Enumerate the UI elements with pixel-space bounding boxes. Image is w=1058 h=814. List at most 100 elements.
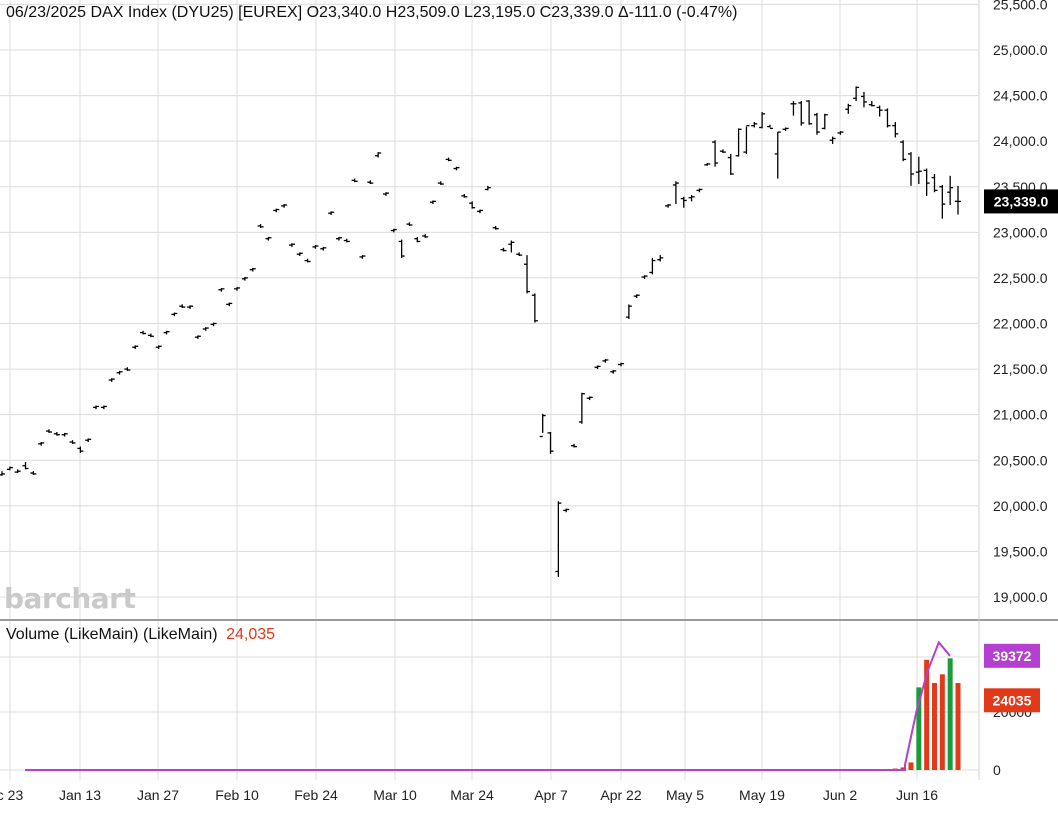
x-tick-label: c 23: [0, 787, 23, 803]
ohlc-bar: [30, 471, 37, 475]
ohlc-bar: [955, 185, 961, 215]
ohlc-bar: [829, 136, 836, 144]
ohlc-bar: [296, 252, 303, 257]
ohlc-bar: [727, 153, 734, 175]
volume-bar: [947, 658, 953, 770]
ohlc-bar: [85, 438, 92, 443]
ohlc-bar: [633, 294, 640, 298]
y-tick-label: 22,000.0: [993, 316, 1048, 332]
volume-value-label: 39372: [993, 648, 1032, 664]
ohlc-bar: [249, 267, 256, 272]
volume-value-badge: [984, 643, 1040, 668]
ohlc-bar: [210, 322, 217, 327]
ohlc-bar: [422, 234, 429, 238]
y-tick-label: 24,500.0: [993, 88, 1048, 104]
chart-header: 06/23/2025 DAX Index (DYU25) [EUREX] O23…: [6, 4, 738, 21]
ohlc-bar: [508, 240, 515, 253]
ohlc-bar: [790, 101, 797, 116]
ohlc-bar: [93, 405, 100, 410]
ohlc-bar: [6, 466, 13, 471]
ohlc-bar: [923, 168, 930, 196]
volume-value: 24,035: [226, 626, 276, 643]
ohlc-bar: [469, 201, 476, 209]
ohlc-bar: [179, 304, 186, 309]
ohlc-bar: [868, 101, 875, 107]
ohlc-bar: [915, 156, 922, 185]
ohlc-bar: [273, 208, 280, 213]
volume-bar: [916, 687, 922, 770]
x-tick-label: Jun 16: [896, 787, 938, 803]
ohlc-bar: [100, 405, 107, 410]
ohlc-bar: [234, 287, 241, 291]
volume-bar: [900, 767, 906, 770]
ohlc-bar: [837, 131, 844, 135]
ohlc-bar: [672, 181, 679, 205]
ohlc-bar: [477, 209, 483, 214]
ohlc-bar: [774, 131, 781, 179]
ohlc-bar: [704, 163, 711, 166]
ohlc-bar: [939, 184, 946, 219]
x-tick-label: Jan 27: [137, 787, 179, 803]
ohlc-bar: [124, 367, 131, 371]
last-price-label: 23,339.0: [994, 193, 1049, 209]
ohlc-bar: [649, 257, 656, 275]
ohlc-bar: [618, 362, 625, 367]
ohlc-bar: [429, 200, 436, 205]
ohlc-bar: [900, 140, 907, 162]
x-tick-label: Jan 13: [59, 787, 101, 803]
y-tick-label: 20,000.0: [993, 498, 1048, 514]
x-tick-label: Feb 24: [294, 787, 338, 803]
ohlc-bar: [241, 277, 248, 281]
ohlc-bar: [202, 327, 209, 331]
ohlc-bar: [414, 236, 421, 243]
ohlc-bar: [265, 236, 272, 241]
last-price-badge: [984, 189, 1058, 214]
x-tick-label: Apr 7: [534, 787, 568, 803]
ohlc-bar: [461, 194, 468, 198]
ohlc-bar: [853, 86, 860, 102]
ohlc-bar: [38, 442, 45, 446]
ohlc-bar: [876, 105, 883, 117]
volume-title: Volume (LikeMain) (LikeMain): [6, 626, 218, 643]
ohlc-bar: [892, 122, 899, 138]
ohlc-bar: [947, 175, 954, 205]
ohlc-bar: [625, 304, 632, 319]
ohlc-bar: [602, 359, 609, 363]
ohlc-bar: [845, 103, 852, 114]
ohlc-bar: [328, 211, 335, 216]
ohlc-bar: [445, 157, 452, 162]
y-tick-label: 19,500.0: [993, 543, 1048, 559]
ohlc-bar: [539, 413, 546, 438]
y-tick-label: 19,000.0: [993, 589, 1048, 605]
ohlc-bar: [907, 152, 914, 186]
y-tick-label: 21,000.0: [993, 407, 1048, 423]
ohlc-bar: [563, 508, 570, 513]
ohlc-bar: [571, 443, 578, 448]
x-tick-label: Jun 2: [823, 787, 857, 803]
ohlc-bar: [390, 228, 397, 233]
ohlc-bar: [688, 194, 695, 202]
x-tick-label: May 19: [739, 787, 785, 803]
ohlc-bar: [187, 305, 194, 309]
x-tick-label: Feb 10: [215, 787, 259, 803]
ohlc-bar: [14, 469, 21, 474]
ohlc-bar: [288, 243, 295, 247]
ohlc-bar: [163, 330, 170, 335]
ohlc-bar: [437, 181, 444, 185]
volume-value-label: 24035: [993, 692, 1032, 708]
ohlc-bar: [696, 188, 703, 193]
ohlc-bar: [108, 378, 115, 382]
ohlc-bar: [712, 140, 719, 167]
ohlc-bar: [46, 429, 53, 433]
ohlc-bar: [116, 370, 123, 375]
ohlc-bar: [500, 247, 507, 252]
ohlc-bar: [547, 431, 554, 454]
ohlc-bar: [155, 345, 162, 350]
y-tick-label: 23,000.0: [993, 224, 1048, 240]
ohlc-bar: [798, 101, 805, 126]
ohlc-bar: [218, 287, 225, 292]
ohlc-bar: [61, 432, 68, 437]
ohlc-bar: [257, 224, 264, 228]
ohlc-bar: [140, 330, 147, 335]
